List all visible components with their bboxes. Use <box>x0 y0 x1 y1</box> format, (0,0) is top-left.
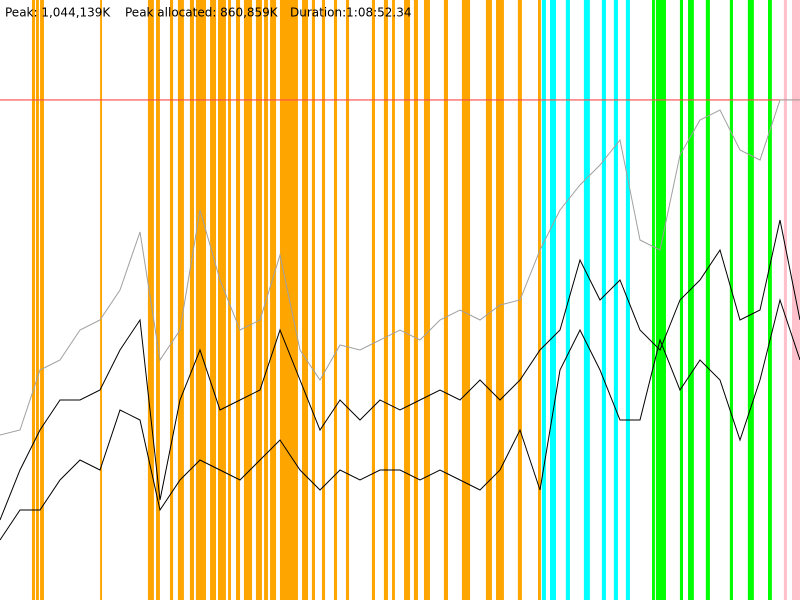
event-band <box>541 0 546 600</box>
event-band <box>705 0 710 600</box>
event-band <box>495 0 504 600</box>
event-band <box>565 0 570 600</box>
header: Peak: 1,044,139K Peak allocated: 860,859… <box>5 6 412 20</box>
event-band <box>255 0 262 600</box>
event-band <box>550 0 557 600</box>
event-band <box>195 0 206 600</box>
event-band <box>100 0 103 600</box>
event-band <box>177 0 184 600</box>
event-band <box>333 0 338 600</box>
event-band <box>767 0 772 600</box>
event-band <box>243 0 253 600</box>
event-band <box>461 0 471 600</box>
event-band <box>169 0 174 600</box>
event-band <box>228 0 231 600</box>
event-band <box>36 0 39 600</box>
event-band <box>156 0 160 600</box>
event-band <box>729 0 733 600</box>
event-band <box>279 0 298 600</box>
event-band <box>413 0 418 600</box>
peak-allocated-label: Peak allocated: 860,859K <box>125 6 279 20</box>
event-band <box>321 0 326 600</box>
event-band <box>189 0 194 600</box>
event-band <box>655 0 666 600</box>
event-band <box>538 0 541 600</box>
event-band <box>383 0 388 600</box>
event-band <box>583 0 590 600</box>
event-band <box>679 0 684 600</box>
event-band <box>783 0 787 600</box>
event-band <box>210 0 217 600</box>
duration-label: Duration:1:08:52.34 <box>290 6 412 20</box>
memory-line <box>0 298 800 541</box>
event-band <box>302 0 309 600</box>
event-band <box>652 0 655 600</box>
event-band <box>613 0 618 600</box>
event-band <box>270 0 277 600</box>
event-band <box>345 0 350 600</box>
memory-line <box>0 99 800 436</box>
event-band <box>217 0 226 600</box>
event-band <box>747 0 754 600</box>
event-band <box>688 0 694 600</box>
event-band <box>485 0 492 600</box>
event-band <box>423 0 430 600</box>
event-band <box>371 0 375 600</box>
event-bands <box>31 0 800 600</box>
event-band <box>235 0 241 600</box>
memory-lines <box>0 99 800 541</box>
event-band <box>31 0 36 600</box>
event-band <box>443 0 448 600</box>
memory-line <box>0 219 800 521</box>
event-band <box>311 0 315 600</box>
event-band <box>601 0 606 600</box>
event-band <box>40 0 44 600</box>
peak-label: Peak: 1,044,139K <box>5 6 111 20</box>
event-band <box>392 0 395 600</box>
event-band <box>404 0 411 600</box>
